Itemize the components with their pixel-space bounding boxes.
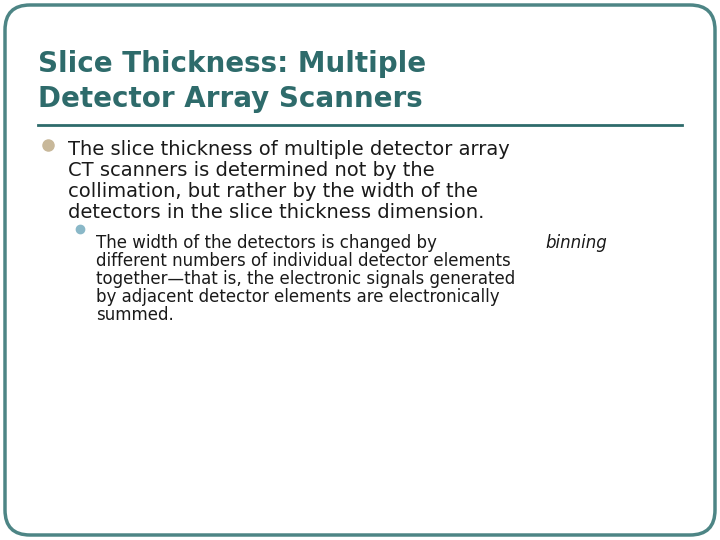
- Text: by adjacent detector elements are electronically: by adjacent detector elements are electr…: [96, 288, 500, 306]
- Text: CT scanners is determined not by the: CT scanners is determined not by the: [68, 161, 435, 180]
- Text: The slice thickness of multiple detector array: The slice thickness of multiple detector…: [68, 140, 510, 159]
- Text: The width of the detectors is changed by: The width of the detectors is changed by: [96, 234, 442, 252]
- Text: Slice Thickness: Multiple: Slice Thickness: Multiple: [38, 50, 426, 78]
- Text: different numbers of individual detector elements: different numbers of individual detector…: [96, 252, 510, 270]
- Text: Detector Array Scanners: Detector Array Scanners: [38, 85, 423, 113]
- FancyBboxPatch shape: [5, 5, 715, 535]
- Text: collimation, but rather by the width of the: collimation, but rather by the width of …: [68, 182, 478, 201]
- Text: detectors in the slice thickness dimension.: detectors in the slice thickness dimensi…: [68, 203, 485, 222]
- Text: together—that is, the electronic signals generated: together—that is, the electronic signals…: [96, 270, 516, 288]
- Text: summed.: summed.: [96, 306, 174, 324]
- Text: binning: binning: [546, 234, 607, 252]
